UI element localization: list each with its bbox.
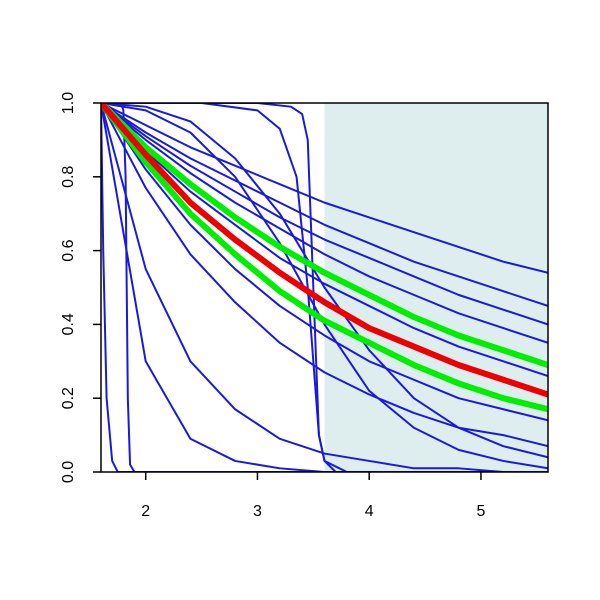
x-tick-label: 4 — [365, 503, 374, 520]
curve — [101, 103, 548, 470]
x-tick-label: 3 — [253, 503, 262, 520]
curve — [101, 103, 548, 472]
curve — [101, 103, 548, 398]
curve — [101, 103, 548, 448]
curve — [101, 103, 548, 326]
curve — [101, 103, 548, 378]
curve — [101, 103, 548, 472]
x-tick-label: 5 — [476, 503, 485, 520]
y-tick-label: 0.2 — [60, 387, 77, 409]
x-tick-label: 2 — [141, 503, 150, 520]
curve — [101, 103, 548, 472]
curve — [101, 103, 548, 344]
curve — [101, 103, 548, 307]
curve — [101, 103, 548, 274]
plot-box — [100, 102, 549, 473]
curves — [101, 103, 548, 472]
y-tick-label: 0.4 — [60, 313, 77, 335]
curve — [101, 103, 548, 368]
y-tick-label: 1.0 — [60, 92, 77, 114]
curve — [101, 103, 548, 413]
y-tick-label: 0.8 — [60, 166, 77, 188]
curve — [101, 103, 548, 472]
y-tick-label: 0.6 — [60, 239, 77, 261]
curve — [101, 103, 548, 472]
curve — [101, 103, 548, 459]
y-tick-label: 0.0 — [60, 461, 77, 483]
curve — [101, 103, 548, 472]
curve — [101, 103, 548, 422]
